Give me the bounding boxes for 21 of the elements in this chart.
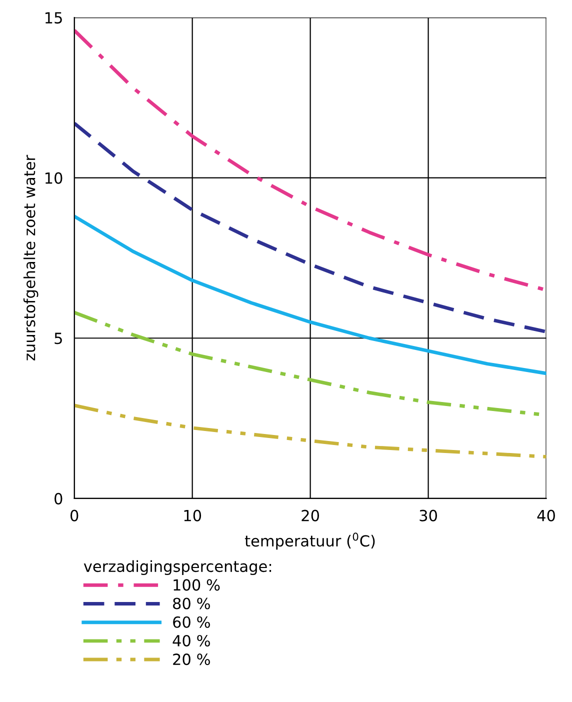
line-series [74, 404, 546, 458]
legend-label: 60 % [173, 616, 210, 628]
x-tick-label: 0 [70, 510, 78, 522]
line-series [74, 28, 546, 292]
legend-label: 100 % [174, 579, 220, 591]
y-axis-title: zuurstofgehalte zoet water [23, 154, 38, 360]
y-tick-label: 0 [54, 492, 62, 504]
x-tick-label: 40 [537, 510, 555, 522]
y-tick-label: 15 [45, 12, 62, 24]
legend-label: 40 % [172, 634, 210, 647]
legend-label: 80 % [173, 598, 210, 610]
y-tick-label: 5 [54, 332, 62, 344]
x-tick-label: 30 [420, 510, 437, 522]
x-tick-label: 20 [302, 510, 320, 522]
x-axis-title: temperatuur ($^{0}$C) [244, 532, 375, 550]
y-tick-label: 10 [45, 172, 62, 184]
line-series [74, 214, 546, 376]
legend-title: verzadigingspercentage: [84, 560, 272, 576]
line-series [74, 122, 546, 334]
legend-label: 20 % [173, 654, 210, 666]
x-tick-label: 10 [184, 510, 202, 522]
